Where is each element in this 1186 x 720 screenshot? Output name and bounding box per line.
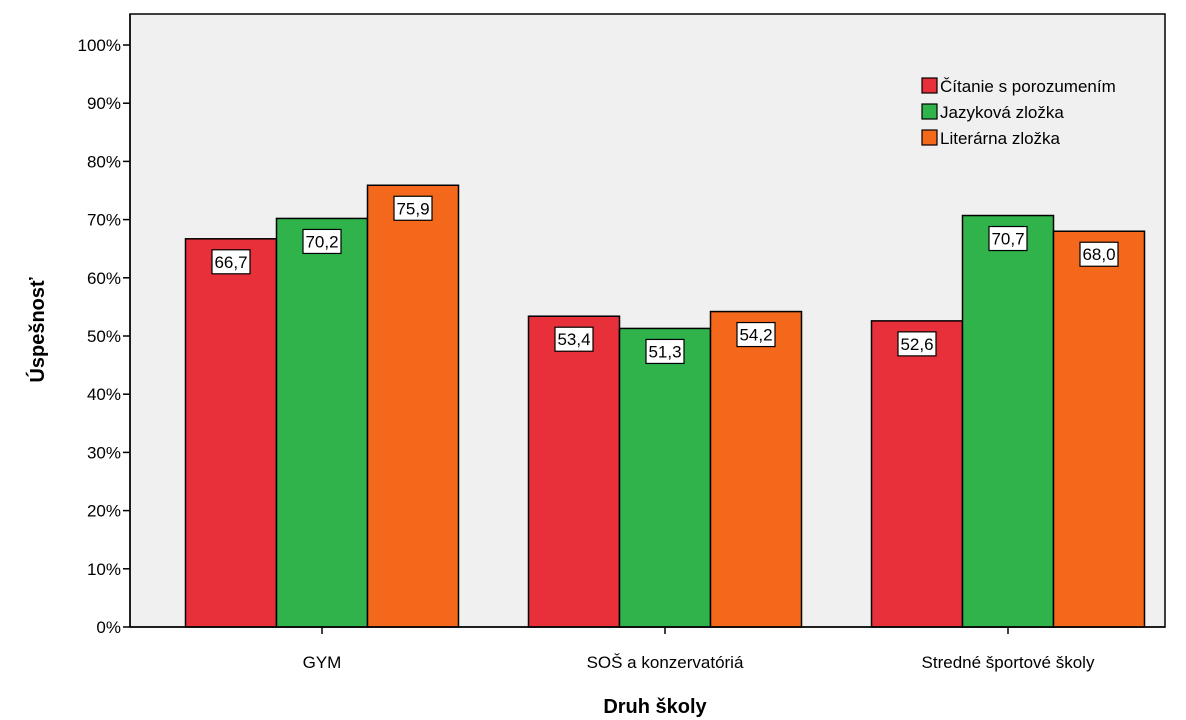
y-tick-label: 70% [87, 211, 121, 230]
data-label-box [554, 326, 594, 352]
bars: 66,7 70,2 75,9 53,4 51,3 54,2 52,6 70,7 68,0 [184, 184, 1146, 628]
x-tick-label: Stredné športové školy [922, 653, 1095, 672]
y-tick-label: 90% [87, 94, 121, 113]
y-axis: 0% 10% 20% 30% 40% 50% 60% 70% 80% 90% 100% [78, 14, 131, 637]
data-label: 52,6 [900, 335, 933, 354]
bar [618, 327, 712, 628]
legend-swatch [921, 77, 938, 94]
data-label-box [988, 225, 1028, 252]
data-label: 51,3 [648, 342, 681, 361]
data-label: 70,2 [305, 232, 338, 251]
data-label-box [211, 249, 251, 275]
data-label-box [393, 195, 433, 221]
legend-swatch [921, 103, 938, 120]
x-axis-title: Druh školy [603, 696, 707, 718]
data-label: 54,2 [739, 326, 772, 345]
data-label-box [645, 338, 685, 365]
y-tick-label: 40% [87, 385, 121, 404]
bar [870, 320, 964, 628]
data-label-box [1079, 241, 1119, 267]
data-label: 75,9 [396, 199, 429, 218]
data-label: 53,4 [557, 330, 590, 349]
data-label-box [897, 331, 937, 357]
bar [275, 217, 369, 628]
data-label-box [302, 228, 342, 255]
legend-label: Literárna zložka [940, 129, 1061, 148]
x-axis: GYM SOŠ a konzervatóriá Stredné športové š… [130, 626, 1165, 672]
y-tick-label: 50% [87, 327, 121, 346]
bar [1052, 230, 1146, 628]
bar [184, 238, 278, 628]
bar [709, 310, 803, 628]
legend-swatch [921, 129, 938, 146]
legend-label: Jazyková zložka [940, 103, 1064, 122]
y-tick-label: 10% [87, 560, 121, 579]
data-label: 70,7 [991, 230, 1024, 249]
data-label-box [736, 321, 776, 348]
data-label: 66,7 [214, 253, 247, 272]
y-tick-label: 80% [87, 152, 121, 171]
bar [366, 184, 460, 628]
x-tick-label: GYM [303, 653, 342, 672]
bar [961, 214, 1055, 628]
y-tick-label: 30% [87, 443, 121, 462]
y-tick-label: 0% [96, 618, 121, 637]
y-tick-label: 20% [87, 502, 121, 521]
data-label: 68,0 [1082, 245, 1115, 264]
x-tick-label: SOŠ a konzervatóriá [587, 653, 744, 672]
legend-label: Čítanie s porozumením [940, 77, 1116, 96]
bar [527, 315, 621, 628]
legend: Čítanie s porozumením Jazyková zložka Lite… [921, 77, 1116, 148]
y-tick-label: 60% [87, 269, 121, 288]
y-axis-title: Úspešnosť [25, 277, 49, 383]
y-tick-label: 100% [78, 36, 121, 55]
